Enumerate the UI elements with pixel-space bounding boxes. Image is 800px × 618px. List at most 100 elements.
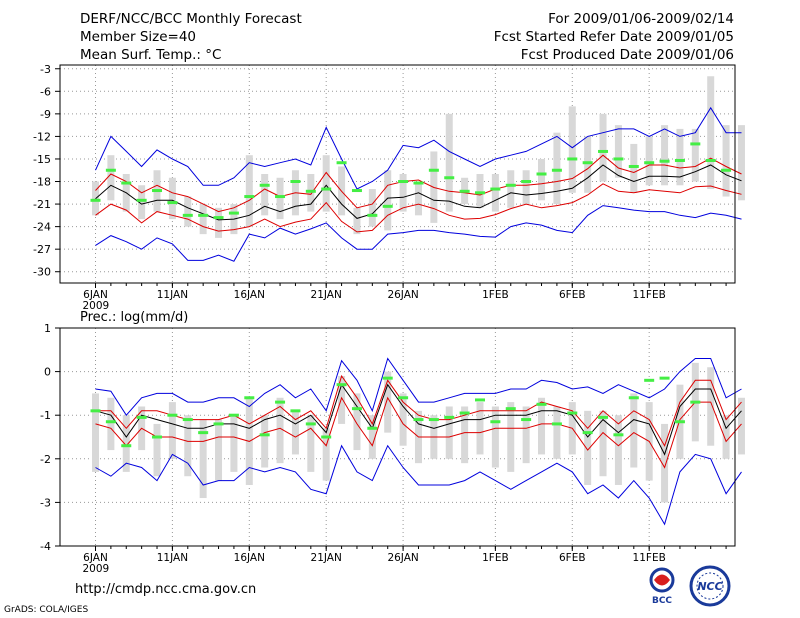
x-tick-label: 11JAN <box>157 552 188 564</box>
ensemble-box <box>368 189 376 227</box>
ensemble-box <box>276 397 284 464</box>
ensemble-box <box>707 76 715 190</box>
y-tick-label: -30 <box>33 266 51 279</box>
ensemble-mean-line <box>95 383 742 456</box>
y-tick-label: -27 <box>33 243 51 256</box>
ensemble-box <box>461 406 469 464</box>
y-tick-label: -18 <box>33 176 51 189</box>
ensemble-box <box>707 367 715 446</box>
y-tick-label: 0 <box>44 366 51 379</box>
lower-band-line <box>95 396 742 469</box>
ensemble-box <box>261 174 269 216</box>
ensemble-box <box>368 415 376 459</box>
ncc-logo: NCC <box>689 565 731 607</box>
y-tick-label: -21 <box>33 198 51 211</box>
ensemble-box <box>599 113 607 182</box>
ensemble-box <box>538 397 546 455</box>
x-tick-label: 16JAN <box>234 552 265 564</box>
ensemble-box <box>107 397 115 451</box>
y-tick-label: -3 <box>40 496 51 509</box>
y-tick-label: -4 <box>40 540 51 553</box>
ensemble-box <box>199 419 207 499</box>
source-url[interactable]: http://cmdp.ncc.cma.gov.cn <box>75 582 257 597</box>
ensemble-box <box>230 415 238 472</box>
x-tick-label: 26JAN <box>387 289 418 301</box>
ensemble-box <box>661 125 669 186</box>
x-tick-label: 16JAN <box>234 289 265 301</box>
ensemble-box <box>661 423 669 503</box>
ensemble-box <box>384 371 392 433</box>
y-tick-label: -24 <box>33 221 51 234</box>
ensemble-box <box>491 174 499 212</box>
ensemble-box <box>414 181 422 216</box>
x-tick-label: 11FEB <box>633 552 666 564</box>
x-tick-label: 6JAN <box>83 552 108 564</box>
ensemble-box <box>630 143 638 193</box>
y-tick-label: -9 <box>40 108 51 121</box>
lower-band-line <box>95 183 742 233</box>
ensemble-box <box>168 402 176 459</box>
ensemble-box <box>307 415 315 472</box>
ncc-logo-text: NCC <box>697 580 722 593</box>
ensemble-box <box>491 406 499 468</box>
ensemble-box <box>353 207 361 235</box>
ensemble-box <box>507 402 515 472</box>
x-tick-sublabel: 2009 <box>83 300 110 312</box>
ensemble-box <box>107 155 115 201</box>
chart-title: DERF/NCC/BCC Monthly Forecast <box>80 11 302 27</box>
ensemble-box <box>737 125 745 201</box>
ensemble-box <box>215 419 223 481</box>
ensemble-box <box>122 415 130 472</box>
ensemble-box <box>184 415 192 477</box>
ensemble-box <box>645 136 653 186</box>
x-tick-label: 6JAN <box>83 289 108 301</box>
ensemble-box <box>215 207 223 238</box>
x-tick-label: 26JAN <box>387 552 418 564</box>
ensemble-box <box>538 158 546 201</box>
ensemble-box <box>676 128 684 186</box>
ensemble-min-line <box>95 444 742 526</box>
y-tick-label: -15 <box>33 153 51 166</box>
ensemble-box <box>168 177 176 220</box>
y-tick-label: -2 <box>40 453 51 466</box>
ensemble-box <box>322 155 330 212</box>
ensemble-box <box>322 428 330 481</box>
plot-frame <box>59 327 736 547</box>
y-tick-label: -3 <box>40 63 51 76</box>
ensemble-box <box>553 406 561 459</box>
panel-title: Prec.: log(mm/d) <box>80 310 188 325</box>
ensemble-box <box>307 174 315 212</box>
ensemble-box <box>737 397 745 455</box>
ensemble-box <box>445 113 453 212</box>
x-tick-label: 1FEB <box>482 552 509 564</box>
ensemble-box <box>507 170 515 208</box>
y-tick-label: -12 <box>33 130 51 143</box>
x-tick-label: 21JAN <box>311 552 342 564</box>
ensemble-box <box>614 125 622 178</box>
ensemble-max-line <box>95 357 742 417</box>
x-tick-label: 6FEB <box>559 289 586 301</box>
ensemble-box <box>291 410 299 455</box>
ensemble-box <box>276 177 284 220</box>
bcc-logo: BCC <box>649 567 675 606</box>
ensemble-box <box>584 410 592 485</box>
start-date-label: Fcst Started Refer Date 2009/01/05 <box>493 29 734 45</box>
x-tick-label: 21JAN <box>311 289 342 301</box>
ensemble-box <box>599 410 607 477</box>
ensemble-box <box>138 185 146 220</box>
ensemble-box <box>568 106 576 193</box>
x-tick-label: 6FEB <box>559 552 586 564</box>
ensemble-box <box>553 132 561 205</box>
grads-credit: GrADS: COLA/IGES <box>4 605 89 615</box>
ensemble-box <box>522 170 530 205</box>
agency-logos: BCC NCC <box>649 565 731 607</box>
ensemble-box <box>338 375 346 424</box>
x-tick-label: 11FEB <box>633 289 666 301</box>
ensemble-box <box>245 155 253 227</box>
ensemble-box <box>584 136 592 193</box>
produced-date-label: Fcst Produced Date 2009/01/06 <box>520 47 734 63</box>
ensemble-box <box>92 393 99 472</box>
ensemble-box <box>184 196 192 227</box>
ensemble-box <box>199 204 207 235</box>
